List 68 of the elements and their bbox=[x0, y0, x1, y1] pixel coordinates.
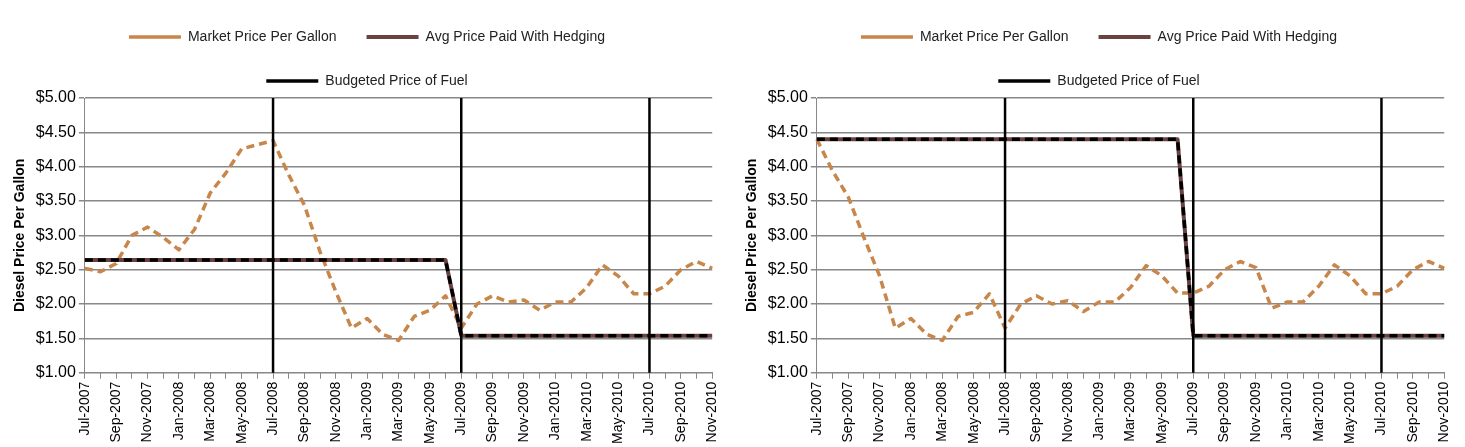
legend-label: Avg Price Paid With Hedging bbox=[1157, 27, 1338, 44]
x-tick-label: Jul-2010 bbox=[640, 381, 657, 436]
legend-label: Avg Price Paid With Hedging bbox=[425, 27, 606, 44]
x-tick-label: May-2008 bbox=[232, 381, 249, 445]
x-tick-label: Mar-2009 bbox=[389, 381, 406, 442]
y-tick-label: $2.00 bbox=[35, 294, 76, 312]
x-tick-label: Nov-2009 bbox=[514, 381, 531, 443]
y-tick-label: $3.50 bbox=[35, 191, 76, 209]
x-tick-label: Sep-2010 bbox=[1403, 381, 1420, 443]
legend-label: Budgeted Price of Fuel bbox=[1057, 71, 1200, 88]
x-tick-label: Sep-2009 bbox=[1215, 381, 1232, 443]
x-tick-label: Sep-2009 bbox=[483, 381, 500, 443]
y-tick-label: $5.00 bbox=[767, 88, 808, 106]
y-tick-label: $3.00 bbox=[35, 225, 76, 243]
x-tick-label: Nov-2009 bbox=[1246, 381, 1263, 443]
legend-label: Market Price Per Gallon bbox=[919, 27, 1069, 44]
x-tick-label: Sep-2008 bbox=[1027, 381, 1044, 443]
y-tick-label: $2.50 bbox=[767, 260, 808, 278]
x-tick-label: Jul-2007 bbox=[807, 381, 824, 436]
x-tick-label: Mar-2009 bbox=[1121, 381, 1138, 442]
x-tick-label: Nov-2010 bbox=[703, 381, 720, 443]
x-tick-label: Mar-2008 bbox=[933, 381, 950, 442]
x-tick-label: May-2009 bbox=[420, 381, 437, 445]
y-tick-label: $5.00 bbox=[35, 88, 76, 106]
x-tick-label: Nov-2008 bbox=[326, 381, 343, 443]
x-tick-label: Sep-2010 bbox=[671, 381, 688, 443]
x-tick-label: Jul-2008 bbox=[995, 381, 1012, 436]
x-tick-label: May-2010 bbox=[608, 381, 625, 445]
x-tick-label: Nov-2007 bbox=[138, 381, 155, 443]
x-tick-label: Jan-2008 bbox=[169, 381, 186, 441]
x-tick-label: Jan-2009 bbox=[358, 381, 375, 441]
x-tick-label: Jul-2009 bbox=[452, 381, 469, 436]
y-tick-label: $2.50 bbox=[35, 260, 76, 278]
x-tick-label: Jul-2009 bbox=[1184, 381, 1201, 436]
y-tick-label: $1.50 bbox=[767, 328, 808, 346]
y-tick-label: $4.50 bbox=[35, 122, 76, 140]
legend-label: Market Price Per Gallon bbox=[187, 27, 337, 44]
y-tick-label: $2.00 bbox=[767, 294, 808, 312]
x-tick-label: Mar-2010 bbox=[1309, 381, 1326, 442]
legend-label: Budgeted Price of Fuel bbox=[325, 71, 468, 88]
x-tick-label: Mar-2008 bbox=[201, 381, 218, 442]
x-tick-label: Nov-2007 bbox=[870, 381, 887, 443]
y-tick-label: $4.00 bbox=[767, 157, 808, 175]
x-tick-label: Nov-2008 bbox=[1058, 381, 1075, 443]
x-tick-label: Jul-2010 bbox=[1372, 381, 1389, 436]
x-tick-label: May-2008 bbox=[964, 381, 981, 445]
y-tick-label: $3.50 bbox=[767, 191, 808, 209]
x-tick-label: Jan-2008 bbox=[901, 381, 918, 441]
x-tick-label: Sep-2007 bbox=[839, 381, 856, 443]
y-tick-label: $1.50 bbox=[35, 328, 76, 346]
x-tick-label: Jan-2009 bbox=[1090, 381, 1107, 441]
x-tick-label: Sep-2007 bbox=[107, 381, 124, 443]
x-tick-label: Jul-2007 bbox=[75, 381, 92, 436]
x-tick-label: Jan-2010 bbox=[1278, 381, 1295, 441]
x-tick-label: Nov-2010 bbox=[1435, 381, 1452, 443]
y-tick-label: $1.00 bbox=[35, 363, 76, 381]
y-tick-label: $4.50 bbox=[767, 122, 808, 140]
x-tick-label: Mar-2010 bbox=[577, 381, 594, 442]
x-tick-label: May-2010 bbox=[1340, 381, 1357, 445]
x-tick-label: May-2009 bbox=[1152, 381, 1169, 445]
x-tick-label: Jul-2008 bbox=[263, 381, 280, 436]
y-axis-title: Diesel Price Per Gallon bbox=[11, 158, 28, 313]
x-tick-label: Sep-2008 bbox=[295, 381, 312, 443]
y-tick-label: $4.00 bbox=[35, 157, 76, 175]
y-tick-label: $1.00 bbox=[767, 363, 808, 381]
x-tick-label: Jan-2010 bbox=[546, 381, 563, 441]
y-tick-label: $3.00 bbox=[767, 225, 808, 243]
y-axis-title: Diesel Price Per Gallon bbox=[743, 158, 760, 313]
